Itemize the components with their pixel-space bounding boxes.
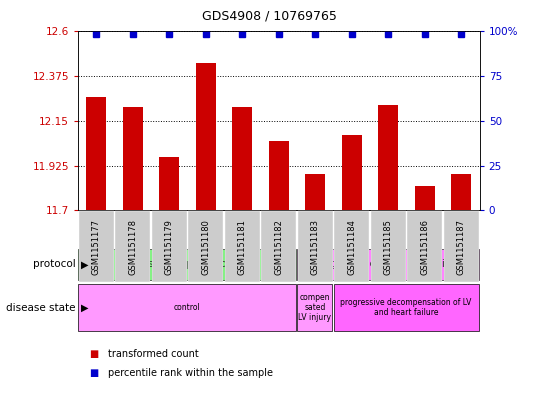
Bar <box>78 249 296 280</box>
Text: compen
sated
LV injury: compen sated LV injury <box>298 293 331 322</box>
Text: sham operated: sham operated <box>148 259 226 269</box>
Text: ▶: ▶ <box>81 259 88 269</box>
Bar <box>297 284 333 331</box>
Text: large myocardial infarction: large myocardial infarction <box>317 259 458 269</box>
Text: protocol: protocol <box>33 259 75 269</box>
Bar <box>160 156 179 210</box>
Text: GSM1151180: GSM1151180 <box>202 219 210 275</box>
Text: GSM1151181: GSM1151181 <box>238 219 247 275</box>
Text: GDS4908 / 10769765: GDS4908 / 10769765 <box>202 10 337 23</box>
Bar <box>297 249 479 280</box>
Bar <box>269 141 289 210</box>
Text: progressive decompensation of LV
and heart failure: progressive decompensation of LV and hea… <box>341 298 472 317</box>
Bar <box>196 63 216 210</box>
Text: GSM1151187: GSM1151187 <box>457 219 466 275</box>
Text: ▶: ▶ <box>81 303 88 312</box>
Bar <box>306 174 326 210</box>
Text: ■: ■ <box>89 349 98 359</box>
Bar <box>415 186 435 210</box>
Text: ■: ■ <box>89 368 98 378</box>
Bar <box>86 97 106 210</box>
Text: GSM1151182: GSM1151182 <box>274 219 284 275</box>
Text: percentile rank within the sample: percentile rank within the sample <box>108 368 273 378</box>
Text: GSM1151186: GSM1151186 <box>420 219 430 275</box>
Text: GSM1151179: GSM1151179 <box>165 219 174 275</box>
Text: GSM1151184: GSM1151184 <box>348 219 356 275</box>
Bar <box>334 284 479 331</box>
Bar <box>232 107 252 210</box>
Text: transformed count: transformed count <box>108 349 198 359</box>
Bar <box>342 135 362 210</box>
Bar <box>78 284 296 331</box>
Bar <box>452 174 472 210</box>
Text: control: control <box>174 303 201 312</box>
Text: GSM1151183: GSM1151183 <box>311 219 320 275</box>
Bar <box>378 105 398 210</box>
Bar <box>123 107 143 210</box>
Text: GSM1151185: GSM1151185 <box>384 219 393 275</box>
Text: disease state: disease state <box>6 303 75 312</box>
Text: GSM1151178: GSM1151178 <box>128 219 137 275</box>
Text: GSM1151177: GSM1151177 <box>92 219 101 275</box>
